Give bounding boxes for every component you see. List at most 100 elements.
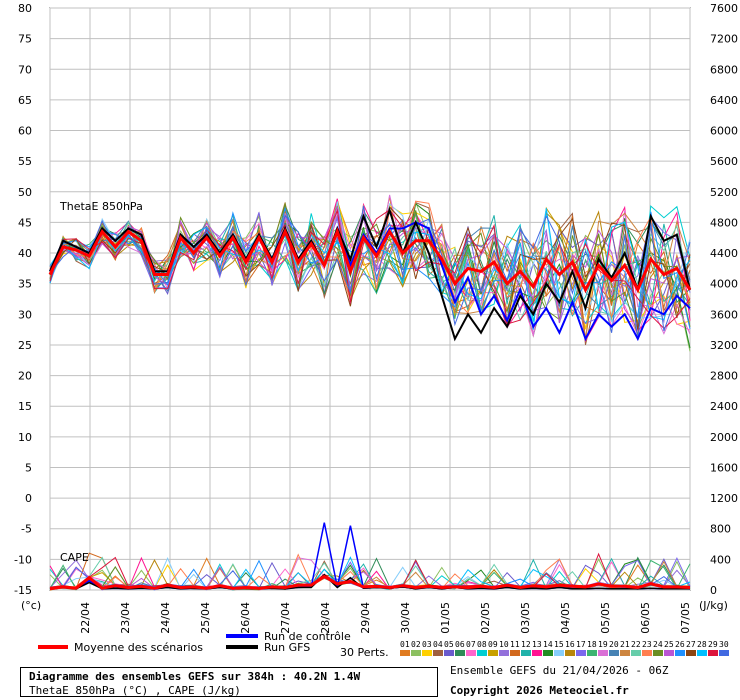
legend-pert-number: 14	[543, 640, 553, 649]
y-tick-left: 15	[18, 400, 32, 413]
right-axis-unit: (J/kg)	[699, 599, 728, 612]
legend-pert-swatch	[620, 650, 630, 656]
y-tick-right: 3200	[710, 339, 738, 352]
legend-pert-number: 24	[653, 640, 663, 649]
y-tick-right: 5600	[710, 155, 738, 168]
y-tick-right: 4000	[710, 278, 738, 291]
y-tick-left: 80	[18, 2, 32, 15]
legend-pert-number: 09	[488, 640, 498, 649]
legend-pert-number: 13	[532, 640, 542, 649]
x-tick-label: 03/05	[519, 602, 532, 634]
legend-pert-number: 03	[422, 640, 432, 649]
legend-gfs-label: Run GFS	[264, 641, 310, 654]
legend-pert-number: 19	[598, 640, 608, 649]
legend-pert-swatch	[466, 650, 476, 656]
main-lines	[48, 207, 692, 591]
y-tick-right: 1600	[710, 461, 738, 474]
legend-pert-number: 30	[719, 640, 729, 649]
legend-pert-number: 01	[400, 640, 410, 649]
legend-pert-number: 20	[609, 640, 619, 649]
y-tick-left: -10	[14, 553, 32, 566]
legend-pert-number: 06	[455, 640, 465, 649]
y-tick-left: 40	[18, 247, 32, 260]
legend-pert-number: 02	[411, 640, 421, 649]
legend-pert-swatch	[554, 650, 564, 656]
copyright: Copyright 2026 Meteociel.fr	[450, 684, 629, 697]
x-tick-label: 22/04	[79, 602, 92, 634]
x-tick-label: 24/04	[159, 602, 172, 634]
legend-pert-swatch	[664, 650, 674, 656]
y-tick-left: 65	[18, 94, 32, 107]
legend-pert-swatch	[477, 650, 487, 656]
y-tick-right: 5200	[710, 186, 738, 199]
y-tick-left: 55	[18, 155, 32, 168]
legend-pert-number: 15	[554, 640, 564, 649]
y-tick-right: 6000	[710, 125, 738, 138]
x-tick-label: 06/05	[639, 602, 652, 634]
legend-pert-swatch	[400, 650, 410, 656]
legend-pert-swatch	[422, 650, 432, 656]
theta-pert-line	[49, 202, 691, 341]
legend-pert-swatch	[510, 650, 520, 656]
legend-pert-swatch	[411, 650, 421, 656]
legend-pert-number: 29	[708, 640, 718, 649]
x-tick-label: 02/05	[479, 602, 492, 634]
x-tick-label: 01/05	[439, 602, 452, 634]
legend-pert-number: 18	[587, 640, 597, 649]
y-tick-right: 800	[710, 523, 731, 536]
legend-pert-swatch	[598, 650, 608, 656]
legend-pert-swatch	[543, 650, 553, 656]
y-tick-right: 0	[710, 584, 717, 597]
legend-perts-label: 30 Perts.	[340, 646, 389, 659]
legend-pert-swatch	[719, 650, 729, 656]
x-tick-label: 23/04	[119, 602, 132, 634]
y-tick-right: 4800	[710, 216, 738, 229]
legend-pert-swatch	[521, 650, 531, 656]
legend-pert-swatch	[565, 650, 575, 656]
legend-pert-swatch	[587, 650, 597, 656]
legend-pert-number: 16	[565, 640, 575, 649]
legend-pert-number: 05	[444, 640, 454, 649]
y-tick-left: 5	[25, 461, 32, 474]
grid	[49, 7, 691, 591]
legend-pert-swatch	[532, 650, 542, 656]
left-axis-unit: (°c)	[21, 599, 41, 612]
legend-pert-number: 25	[664, 640, 674, 649]
x-tick-label: 07/05	[679, 602, 692, 634]
y-tick-right: 6800	[710, 63, 738, 76]
legend-pert-number: 11	[510, 640, 520, 649]
panel-label-cape: CAPE	[60, 551, 89, 564]
legend-pert-number: 10	[499, 640, 509, 649]
x-tick-label: 27/04	[279, 602, 292, 634]
legend-pert-number: 28	[697, 640, 707, 649]
legend-pert-swatch	[609, 650, 619, 656]
x-tick-label: 25/04	[199, 602, 212, 634]
legend-pert-swatch	[653, 650, 663, 656]
y-tick-right: 4400	[710, 247, 738, 260]
legend: Moyenne des scénarios Run de contrôleRun …	[38, 630, 729, 659]
y-tick-left: 20	[18, 370, 32, 383]
legend-pert-number: 07	[466, 640, 476, 649]
legend-pert-swatch	[697, 650, 707, 656]
legend-pert-swatch	[708, 650, 718, 656]
legend-pert-number: 08	[477, 640, 487, 649]
legend-pert-number: 23	[642, 640, 652, 649]
y-tick-right: 2000	[710, 431, 738, 444]
legend-pert-swatch	[631, 650, 641, 656]
y-tick-left: 75	[18, 33, 32, 46]
y-tick-right: 2800	[710, 370, 738, 383]
y-tick-right: 7600	[710, 2, 738, 15]
y-tick-right: 6400	[710, 94, 738, 107]
x-tick-label: 28/04	[319, 602, 332, 634]
legend-pert-swatch	[675, 650, 685, 656]
legend-pert-number: 21	[620, 640, 630, 649]
y-tick-left: 25	[18, 339, 32, 352]
legend-pert-number: 12	[521, 640, 531, 649]
y-tick-left: -5	[21, 523, 32, 536]
y-tick-left: 35	[18, 278, 32, 291]
y-tick-left: 45	[18, 216, 32, 229]
y-tick-right: 7200	[710, 33, 738, 46]
y-tick-left: -15	[14, 584, 32, 597]
y-tick-right: 400	[710, 553, 731, 566]
